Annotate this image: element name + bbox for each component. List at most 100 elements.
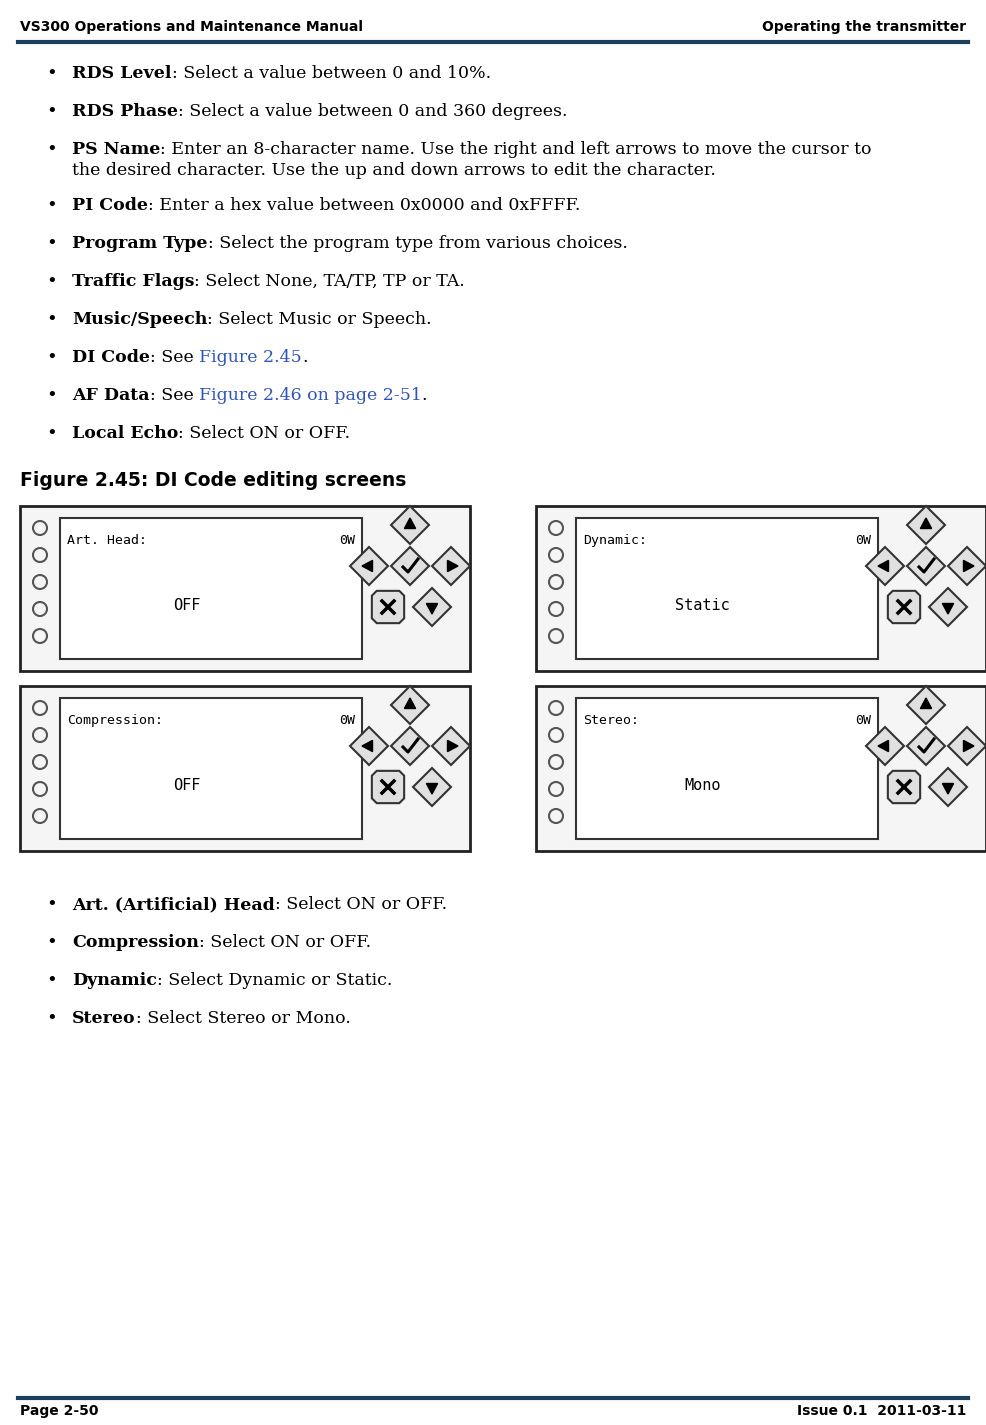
Text: •: • bbox=[46, 896, 57, 913]
Text: 0W: 0W bbox=[339, 714, 355, 727]
Polygon shape bbox=[929, 768, 967, 807]
Polygon shape bbox=[878, 741, 888, 751]
Text: •: • bbox=[46, 933, 57, 952]
Polygon shape bbox=[448, 741, 458, 751]
Polygon shape bbox=[391, 685, 429, 724]
Text: Local Echo: Local Echo bbox=[72, 425, 178, 442]
Polygon shape bbox=[350, 547, 388, 586]
Text: Dynamic: Dynamic bbox=[72, 972, 157, 989]
Polygon shape bbox=[943, 604, 953, 614]
Text: •: • bbox=[46, 311, 57, 329]
Bar bbox=[576, 519, 878, 658]
Text: RDS Phase: RDS Phase bbox=[72, 103, 178, 120]
Polygon shape bbox=[907, 547, 945, 586]
Text: .: . bbox=[422, 388, 427, 405]
Polygon shape bbox=[426, 784, 438, 794]
Polygon shape bbox=[920, 519, 932, 529]
Text: PS Name: PS Name bbox=[72, 141, 161, 158]
Polygon shape bbox=[963, 560, 974, 571]
Text: •: • bbox=[46, 349, 57, 368]
Text: : Select Stereo or Mono.: : Select Stereo or Mono. bbox=[136, 1010, 350, 1027]
Polygon shape bbox=[404, 698, 416, 708]
Text: Issue 0.1  2011-03-11: Issue 0.1 2011-03-11 bbox=[797, 1404, 966, 1418]
Text: Figure 2.46 on page 2-51: Figure 2.46 on page 2-51 bbox=[199, 388, 422, 405]
Polygon shape bbox=[920, 698, 932, 708]
Polygon shape bbox=[948, 727, 986, 765]
Polygon shape bbox=[929, 589, 967, 626]
Text: 0W: 0W bbox=[855, 714, 871, 727]
Text: : Select Dynamic or Static.: : Select Dynamic or Static. bbox=[157, 972, 392, 989]
Text: Art. (Artificial) Head: Art. (Artificial) Head bbox=[72, 896, 275, 913]
Text: VS300 Operations and Maintenance Manual: VS300 Operations and Maintenance Manual bbox=[20, 20, 363, 34]
Polygon shape bbox=[372, 771, 404, 804]
Text: Dynamic:: Dynamic: bbox=[583, 534, 647, 547]
Text: Music/Speech: Music/Speech bbox=[72, 311, 207, 328]
Polygon shape bbox=[426, 604, 438, 614]
Text: DI Code: DI Code bbox=[72, 349, 150, 366]
Polygon shape bbox=[907, 685, 945, 724]
Text: : Select ON or OFF.: : Select ON or OFF. bbox=[199, 933, 371, 950]
Text: : Select ON or OFF.: : Select ON or OFF. bbox=[275, 896, 447, 913]
Text: Stereo: Stereo bbox=[72, 1010, 136, 1027]
Polygon shape bbox=[372, 591, 404, 623]
Polygon shape bbox=[432, 727, 470, 765]
Text: .: . bbox=[302, 349, 308, 366]
Polygon shape bbox=[391, 547, 429, 586]
Text: AF Data: AF Data bbox=[72, 388, 150, 405]
Text: PI Code: PI Code bbox=[72, 197, 148, 214]
Polygon shape bbox=[948, 547, 986, 586]
Text: Figure 2.45: DI Code editing screens: Figure 2.45: DI Code editing screens bbox=[20, 472, 406, 490]
Polygon shape bbox=[866, 547, 904, 586]
Polygon shape bbox=[413, 589, 451, 626]
Text: •: • bbox=[46, 103, 57, 121]
Text: : Enter a hex value between 0x0000 and 0xFFFF.: : Enter a hex value between 0x0000 and 0… bbox=[148, 197, 581, 214]
Bar bbox=[60, 519, 362, 658]
Bar bbox=[536, 506, 986, 671]
Polygon shape bbox=[404, 519, 416, 529]
Text: : Select Music or Speech.: : Select Music or Speech. bbox=[207, 311, 432, 328]
Text: : Select None, TA/TP, TP or TA.: : Select None, TA/TP, TP or TA. bbox=[194, 274, 465, 291]
Polygon shape bbox=[448, 560, 458, 571]
Text: •: • bbox=[46, 141, 57, 160]
Polygon shape bbox=[878, 560, 888, 571]
Text: OFF: OFF bbox=[174, 598, 200, 613]
Text: RDS Level: RDS Level bbox=[72, 66, 172, 83]
Polygon shape bbox=[866, 727, 904, 765]
Polygon shape bbox=[391, 506, 429, 544]
Text: : Enter an 8-character name. Use the right and left arrows to move the cursor to: : Enter an 8-character name. Use the rig… bbox=[161, 141, 872, 158]
Polygon shape bbox=[907, 727, 945, 765]
Polygon shape bbox=[413, 768, 451, 807]
Text: •: • bbox=[46, 388, 57, 405]
Polygon shape bbox=[887, 771, 920, 804]
Polygon shape bbox=[362, 741, 373, 751]
Text: •: • bbox=[46, 425, 57, 443]
Text: : See: : See bbox=[150, 349, 199, 366]
Bar bbox=[60, 698, 362, 839]
Polygon shape bbox=[963, 741, 974, 751]
Text: the desired character. Use the up and down arrows to edit the character.: the desired character. Use the up and do… bbox=[72, 162, 716, 180]
Text: Art. Head:: Art. Head: bbox=[67, 534, 147, 547]
Text: 0W: 0W bbox=[855, 534, 871, 547]
Text: •: • bbox=[46, 235, 57, 254]
Text: •: • bbox=[46, 66, 57, 83]
Text: : Select ON or OFF.: : Select ON or OFF. bbox=[178, 425, 350, 442]
Bar bbox=[20, 506, 470, 671]
Text: •: • bbox=[46, 197, 57, 215]
Text: Mono: Mono bbox=[684, 778, 721, 792]
Text: Stereo:: Stereo: bbox=[583, 714, 639, 727]
Text: •: • bbox=[46, 274, 57, 291]
Polygon shape bbox=[362, 560, 373, 571]
Bar bbox=[576, 698, 878, 839]
Text: Traffic Flags: Traffic Flags bbox=[72, 274, 194, 291]
Bar bbox=[20, 685, 470, 851]
Polygon shape bbox=[907, 506, 945, 544]
Text: Compression:: Compression: bbox=[67, 714, 163, 727]
Polygon shape bbox=[391, 727, 429, 765]
Text: : Select the program type from various choices.: : Select the program type from various c… bbox=[207, 235, 627, 252]
Text: Page 2-50: Page 2-50 bbox=[20, 1404, 99, 1418]
Text: Static: Static bbox=[675, 598, 731, 613]
Text: •: • bbox=[46, 972, 57, 990]
Polygon shape bbox=[943, 784, 953, 794]
Text: : See: : See bbox=[150, 388, 199, 405]
Polygon shape bbox=[350, 727, 388, 765]
